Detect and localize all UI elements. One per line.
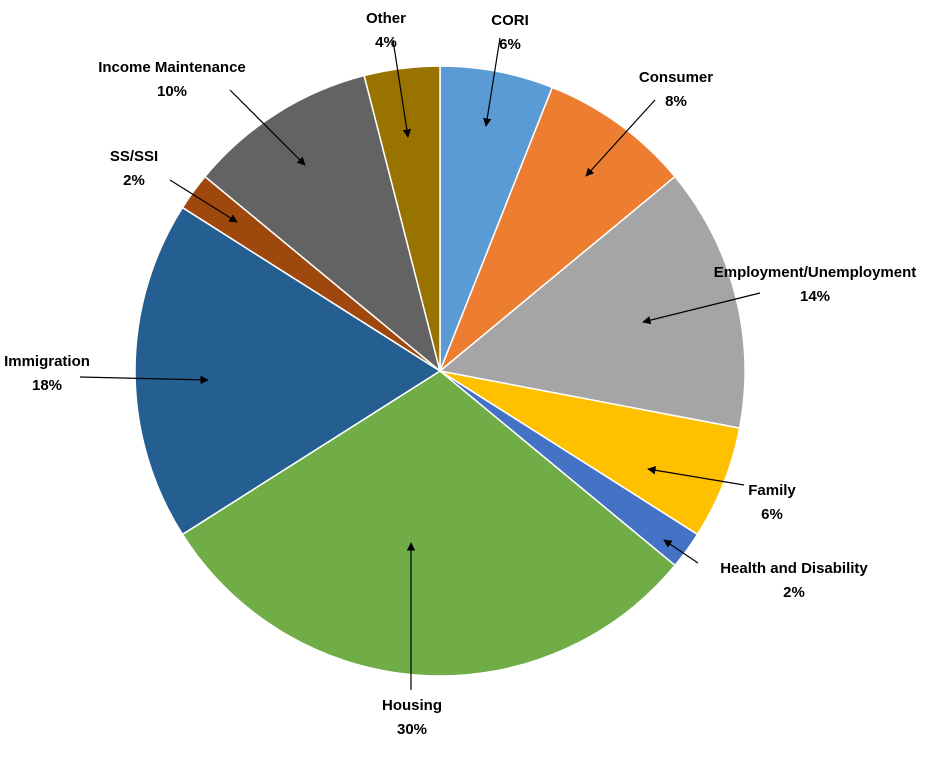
slice-label-name-cori: CORI <box>491 12 529 29</box>
slice-label-name-other: Other <box>366 10 406 27</box>
pie-slice-employment-unemployment <box>438 175 746 430</box>
slice-label-percent-ss-ssi: 2% <box>123 172 145 189</box>
slice-label-percent-family: 6% <box>761 506 783 523</box>
leaders-layer <box>79 37 761 690</box>
pie-slice-income-maintenance <box>203 74 442 374</box>
slice-label-name-employment-unemployment: Employment/Unemployment <box>714 264 917 281</box>
slice-label-percent-cori: 6% <box>499 36 521 53</box>
leader-arrow-employment-unemployment <box>642 292 761 325</box>
slice-label-name-health-and-disability: Health and Disability <box>720 560 868 577</box>
slice-label-percent-income-maintenance: 10% <box>157 83 187 100</box>
slice-label-name-immigration: Immigration <box>4 353 90 370</box>
leader-arrow-ss-ssi <box>169 179 238 223</box>
pie-slice-housing <box>181 370 677 677</box>
leader-arrow-consumer <box>585 99 656 177</box>
slice-label-name-ss-ssi: SS/SSI <box>110 148 158 165</box>
slice-label-name-housing: Housing <box>382 697 442 714</box>
labels-layer: CORI 6% Consumer 8% Employment/Unemployment 1… <box>4 10 916 738</box>
slice-label-name-income-maintenance: Income Maintenance <box>98 59 246 76</box>
slice-label-percent-consumer: 8% <box>665 93 687 110</box>
pie-slice-other <box>363 65 441 372</box>
slice-label-name-family: Family <box>748 482 796 499</box>
pie-slice-consumer <box>439 86 677 372</box>
leader-arrow-immigration <box>79 375 209 385</box>
leader-arrow-family <box>647 466 745 486</box>
pie-slice-immigration <box>134 206 442 536</box>
leader-arrow-health-and-disability <box>663 539 699 564</box>
slice-label-percent-immigration: 18% <box>32 377 62 394</box>
slice-label-percent-health-and-disability: 2% <box>783 584 805 601</box>
slice-label-percent-housing: 30% <box>397 721 427 738</box>
slice-label-percent-employment-unemployment: 14% <box>800 288 830 305</box>
slice-label-percent-other: 4% <box>375 34 397 51</box>
slice-label-name-consumer: Consumer <box>639 69 713 86</box>
leader-arrow-other <box>392 39 411 138</box>
leader-arrow-cori <box>483 37 501 127</box>
leader-arrow-income-maintenance <box>229 89 306 166</box>
slices-layer <box>134 65 746 677</box>
